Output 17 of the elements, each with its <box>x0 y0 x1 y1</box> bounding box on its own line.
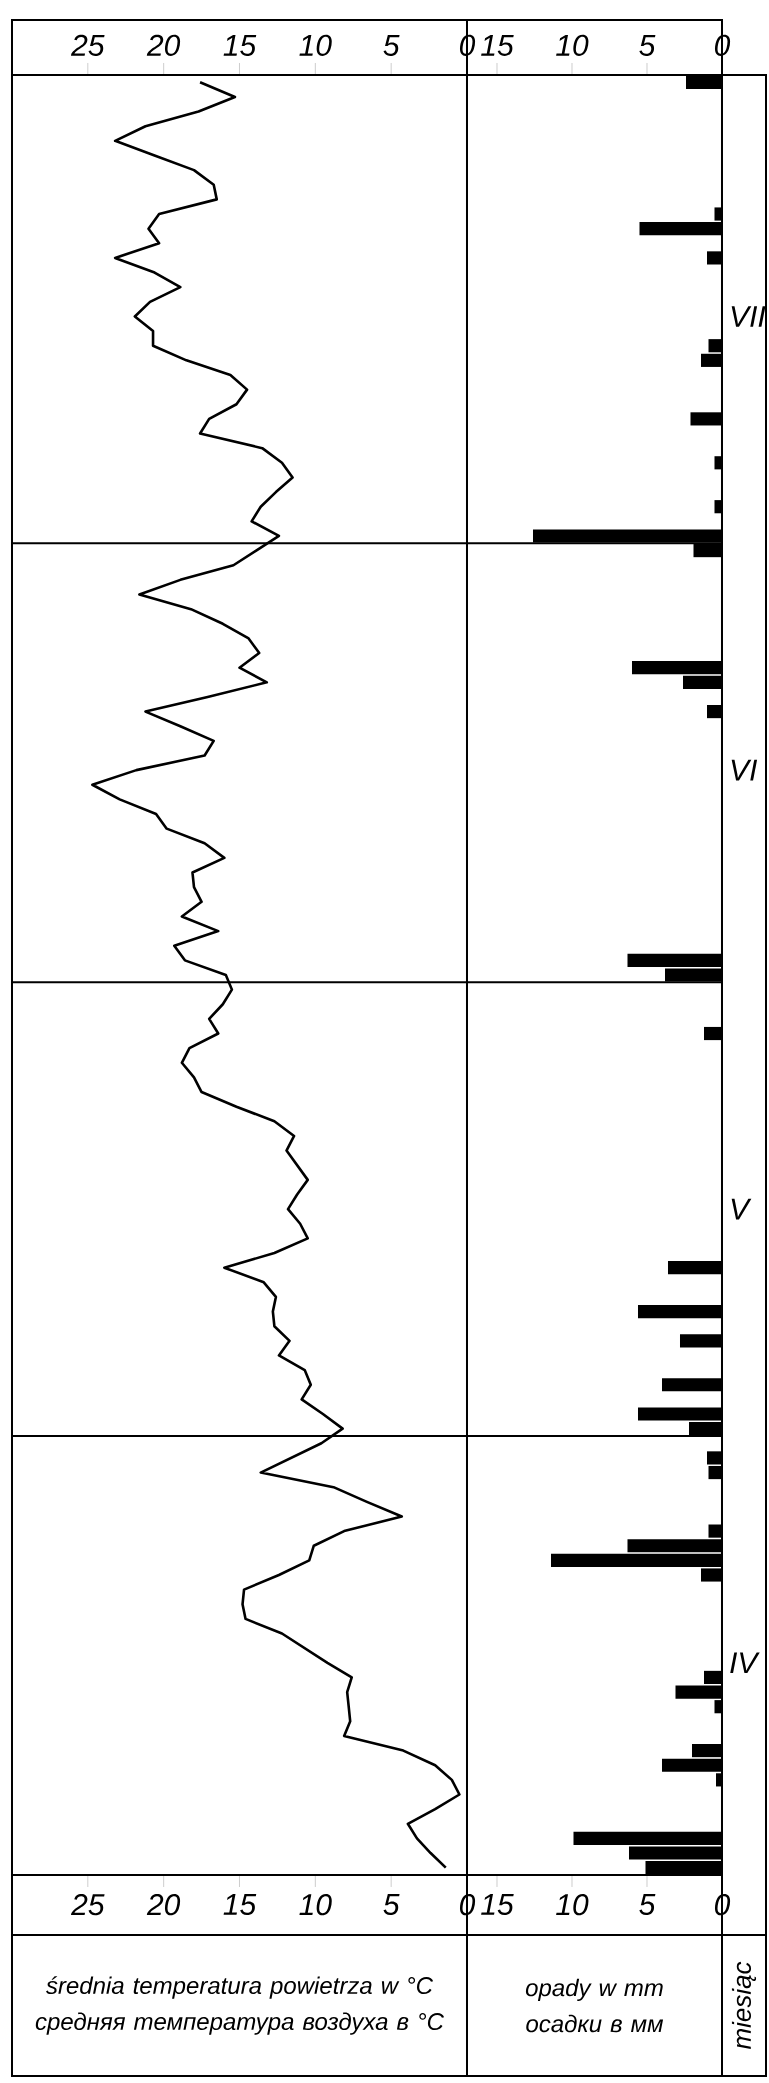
x-axis-title: opady w mm <box>525 1978 663 2002</box>
y-tick-label: IV <box>730 1652 760 1674</box>
x-tick-label: 20 <box>146 1894 181 1916</box>
x-tick-label: 15 <box>223 1894 257 1915</box>
y-tick-label: VI <box>731 759 758 781</box>
x2-axis-title: средняя температура воздуха в °C <box>35 2012 445 2035</box>
y-tick-label: VII <box>731 306 766 327</box>
x2-axis-title: осадки в мм <box>526 2014 664 2033</box>
x-tick-label: 10 <box>299 1894 332 1916</box>
x-tick-label: 25 <box>70 1894 105 1916</box>
y-tick-label: V <box>731 1198 752 1220</box>
x-tick-label: 10 <box>556 34 589 56</box>
y-axis-title: miesiąc <box>731 1961 757 2050</box>
x-tick-label: 5 <box>639 34 656 56</box>
x-tick-label: 5 <box>383 1894 400 1915</box>
x-axis-title: średnia temperatura powietrza w °C <box>46 1976 434 1999</box>
x-tick-label: 15 <box>481 34 514 56</box>
